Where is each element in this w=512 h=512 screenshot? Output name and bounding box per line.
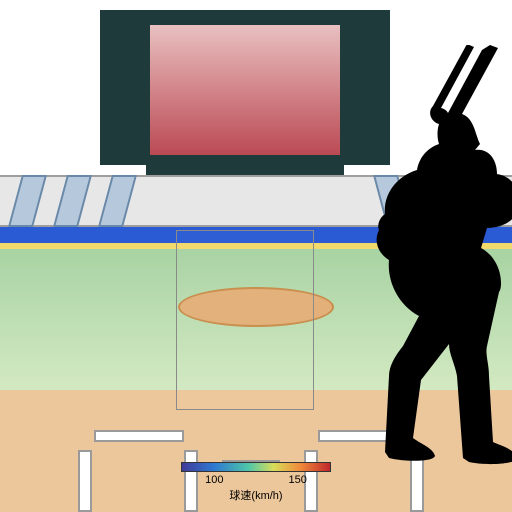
velocity-legend-label: 球速(km/h)	[229, 487, 282, 503]
pitch-location-scene: 100150 球速(km/h)	[0, 0, 512, 512]
batter-silhouette	[290, 45, 512, 505]
batter-box-line	[78, 450, 92, 512]
batter-box-line	[94, 430, 184, 442]
velocity-tick: 100	[205, 474, 223, 486]
batter-path	[377, 45, 512, 464]
